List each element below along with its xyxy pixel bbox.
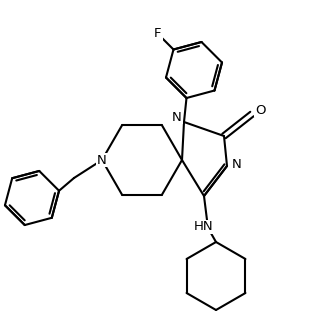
Text: O: O xyxy=(255,103,265,117)
Text: N: N xyxy=(97,154,107,166)
Text: N: N xyxy=(232,157,242,171)
Text: N: N xyxy=(172,110,182,124)
Text: F: F xyxy=(154,27,162,41)
Text: HN: HN xyxy=(194,221,214,233)
